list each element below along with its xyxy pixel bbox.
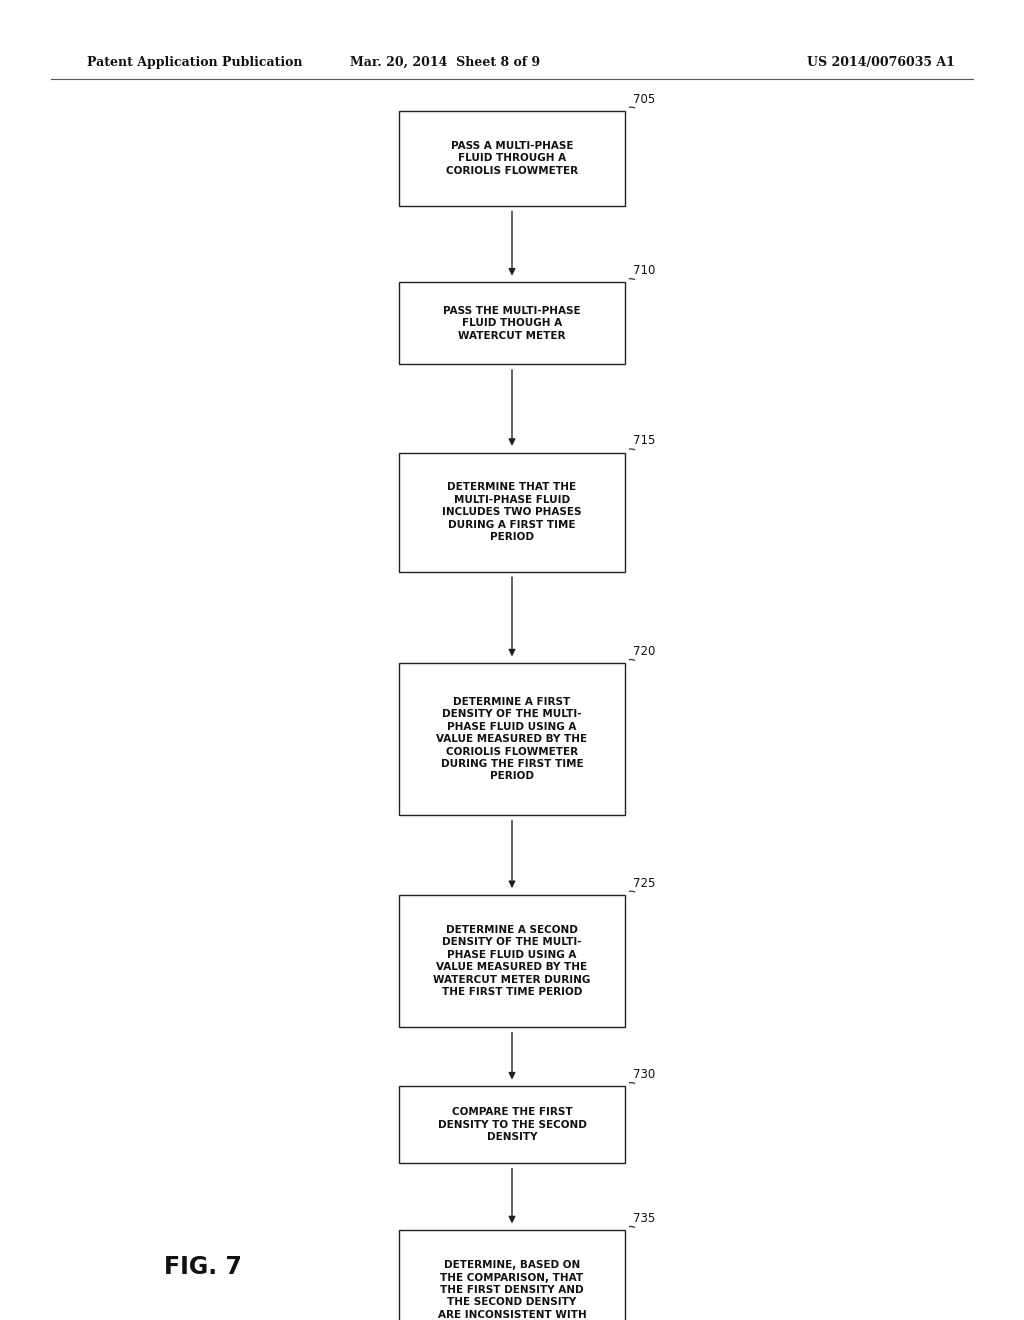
Text: DETERMINE, BASED ON
THE COMPARISON, THAT
THE FIRST DENSITY AND
THE SECOND DENSIT: DETERMINE, BASED ON THE COMPARISON, THAT… [437,1261,587,1320]
FancyBboxPatch shape [399,895,625,1027]
FancyBboxPatch shape [399,1086,625,1163]
Text: DETERMINE A SECOND
DENSITY OF THE MULTI-
PHASE FLUID USING A
VALUE MEASURED BY T: DETERMINE A SECOND DENSITY OF THE MULTI-… [433,925,591,997]
FancyBboxPatch shape [399,1230,625,1320]
Text: PASS A MULTI-PHASE
FLUID THROUGH A
CORIOLIS FLOWMETER: PASS A MULTI-PHASE FLUID THROUGH A CORIO… [445,141,579,176]
Text: Patent Application Publication: Patent Application Publication [87,55,302,69]
Text: US 2014/0076035 A1: US 2014/0076035 A1 [807,55,954,69]
Text: DETERMINE THAT THE
MULTI-PHASE FLUID
INCLUDES TWO PHASES
DURING A FIRST TIME
PER: DETERMINE THAT THE MULTI-PHASE FLUID INC… [442,482,582,543]
Text: DETERMINE A FIRST
DENSITY OF THE MULTI-
PHASE FLUID USING A
VALUE MEASURED BY TH: DETERMINE A FIRST DENSITY OF THE MULTI- … [436,697,588,781]
Text: 735: 735 [633,1212,655,1225]
FancyBboxPatch shape [399,111,625,206]
Text: 705: 705 [633,92,655,106]
Text: FIG. 7: FIG. 7 [164,1255,242,1279]
Text: COMPARE THE FIRST
DENSITY TO THE SECOND
DENSITY: COMPARE THE FIRST DENSITY TO THE SECOND … [437,1107,587,1142]
Text: 710: 710 [633,264,655,277]
Text: 725: 725 [633,876,655,890]
FancyBboxPatch shape [399,282,625,364]
Text: Mar. 20, 2014  Sheet 8 of 9: Mar. 20, 2014 Sheet 8 of 9 [350,55,541,69]
Text: PASS THE MULTI-PHASE
FLUID THOUGH A
WATERCUT METER: PASS THE MULTI-PHASE FLUID THOUGH A WATE… [443,306,581,341]
FancyBboxPatch shape [399,663,625,814]
Text: 730: 730 [633,1068,655,1081]
Text: 720: 720 [633,645,655,659]
FancyBboxPatch shape [399,453,625,572]
Text: 715: 715 [633,434,655,447]
